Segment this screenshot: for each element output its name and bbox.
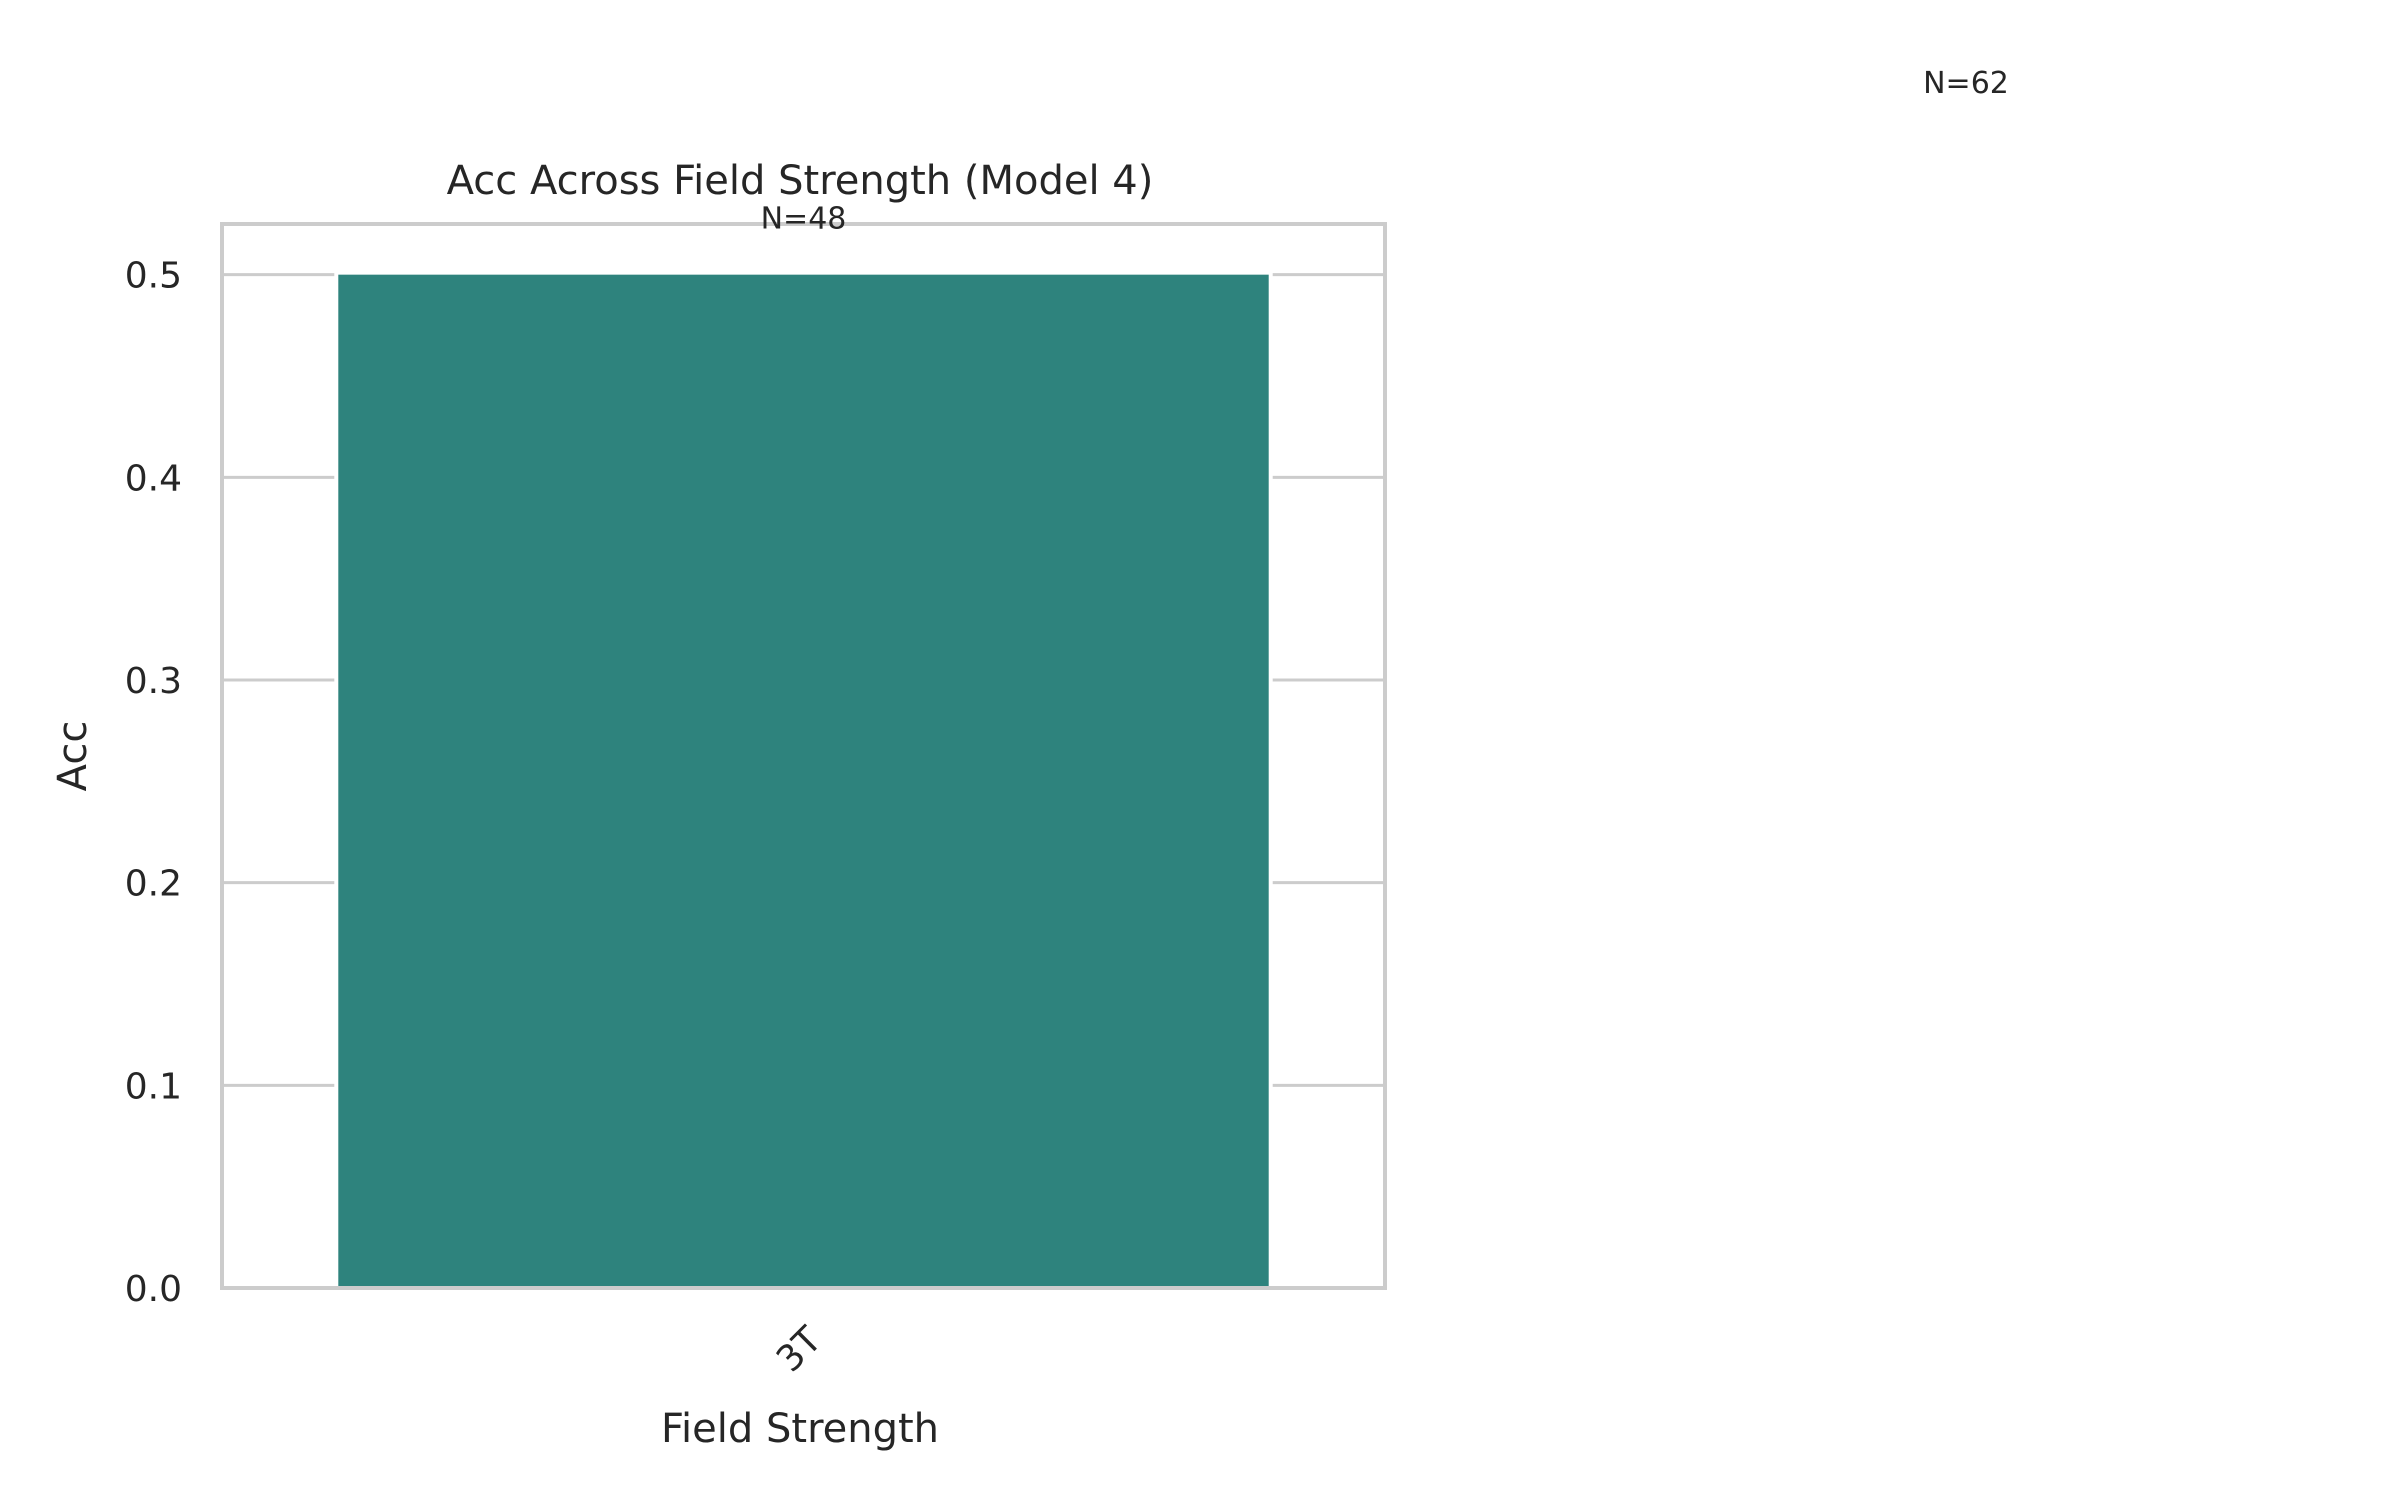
y-tick-label: 0.0 [125,1269,182,1310]
y-ticks: 0.0 0.1 0.2 0.3 0.4 0.5 [125,256,182,1310]
bar-count-annotation: N=48 [761,202,847,237]
x-tick-label: 3T [769,1319,830,1380]
bars [334,272,1273,1287]
y-tick-label: 0.3 [125,661,182,702]
figure-count-annotation: N=62 [1923,66,2009,101]
x-axis-label: Field Strength [661,1406,939,1452]
y-tick-label: 0.1 [125,1066,182,1107]
plot-frame [220,222,1387,1290]
y-tick-label: 0.4 [125,458,182,499]
bar-3T [338,274,1269,1287]
chart-title: Acc Across Field Strength (Model 4) [447,158,1154,204]
bar-annotations: N=48 [761,202,847,237]
x-ticks: 3T [769,1319,830,1380]
y-tick-label: 0.5 [125,256,182,297]
y-tick-label: 0.2 [125,864,182,905]
y-axis-label: Acc [50,721,96,792]
